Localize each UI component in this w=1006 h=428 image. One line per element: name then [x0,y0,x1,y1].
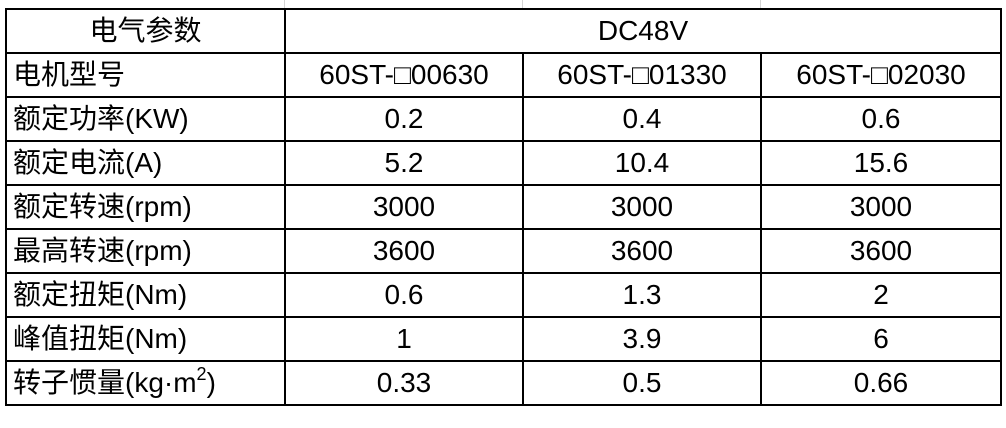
row-label: 额定扭矩(Nm) [5,272,286,318]
value-cell: 3600 [760,228,1002,274]
value-cell: 6 [760,316,1002,362]
label-text: 转子惯量(kg·m [13,367,197,398]
table-row: 额定功率(KW) 0.2 0.4 0.6 [5,96,1002,142]
table-row: 额定电流(A) 5.2 10.4 15.6 [5,140,1002,186]
value-cell: 0.6 [284,272,524,318]
gridline [522,0,523,8]
table-row: 额定转速(rpm) 3000 3000 3000 [5,184,1002,230]
header-label: 电气参数 [5,8,286,54]
value-cell: 15.6 [760,140,1002,186]
table-row: 最高转速(rpm) 3600 3600 3600 [5,228,1002,274]
value-cell: 1.3 [522,272,762,318]
row-label: 转子惯量(kg·m2) [5,360,286,406]
model-row: 电机型号 60ST-□00630 60ST-□01330 60ST-□02030 [5,52,1002,98]
value-cell: 3600 [284,228,524,274]
value-cell: 3600 [522,228,762,274]
inertia-row: 转子惯量(kg·m2) 0.33 0.5 0.66 [5,360,1002,406]
header-row: 电气参数 DC48V [5,8,1002,54]
model-cell: 60ST-□01330 [522,52,762,98]
value-cell: 0.6 [760,96,1002,142]
value-cell: 3000 [760,184,1002,230]
table-row: 额定扭矩(Nm) 0.6 1.3 2 [5,272,1002,318]
row-label: 额定电流(A) [5,140,286,186]
value-cell: 2 [760,272,1002,318]
gridline [760,0,761,8]
value-cell: 10.4 [522,140,762,186]
value-cell: 0.66 [760,360,1002,406]
row-label: 峰值扭矩(Nm) [5,316,286,362]
value-cell: 3000 [522,184,762,230]
value-cell: 5.2 [284,140,524,186]
spec-table: 电气参数 DC48V 电机型号 60ST-□00630 60ST-□01330 … [5,8,1002,406]
superscript: 2 [196,364,207,384]
value-cell: 0.33 [284,360,524,406]
value-cell: 3000 [284,184,524,230]
model-cell: 60ST-□00630 [284,52,524,98]
row-label: 额定转速(rpm) [5,184,286,230]
value-cell: 0.2 [284,96,524,142]
value-cell: 1 [284,316,524,362]
model-cell: 60ST-□02030 [760,52,1002,98]
row-label: 最高转速(rpm) [5,228,286,274]
value-cell: 0.5 [522,360,762,406]
value-cell: 3.9 [522,316,762,362]
voltage-header: DC48V [284,8,1002,54]
label-end: ) [206,367,216,398]
row-label: 电机型号 [5,52,286,98]
row-label: 额定功率(KW) [5,96,286,142]
table-row: 峰值扭矩(Nm) 1 3.9 6 [5,316,1002,362]
gridline [284,0,285,8]
value-cell: 0.4 [522,96,762,142]
